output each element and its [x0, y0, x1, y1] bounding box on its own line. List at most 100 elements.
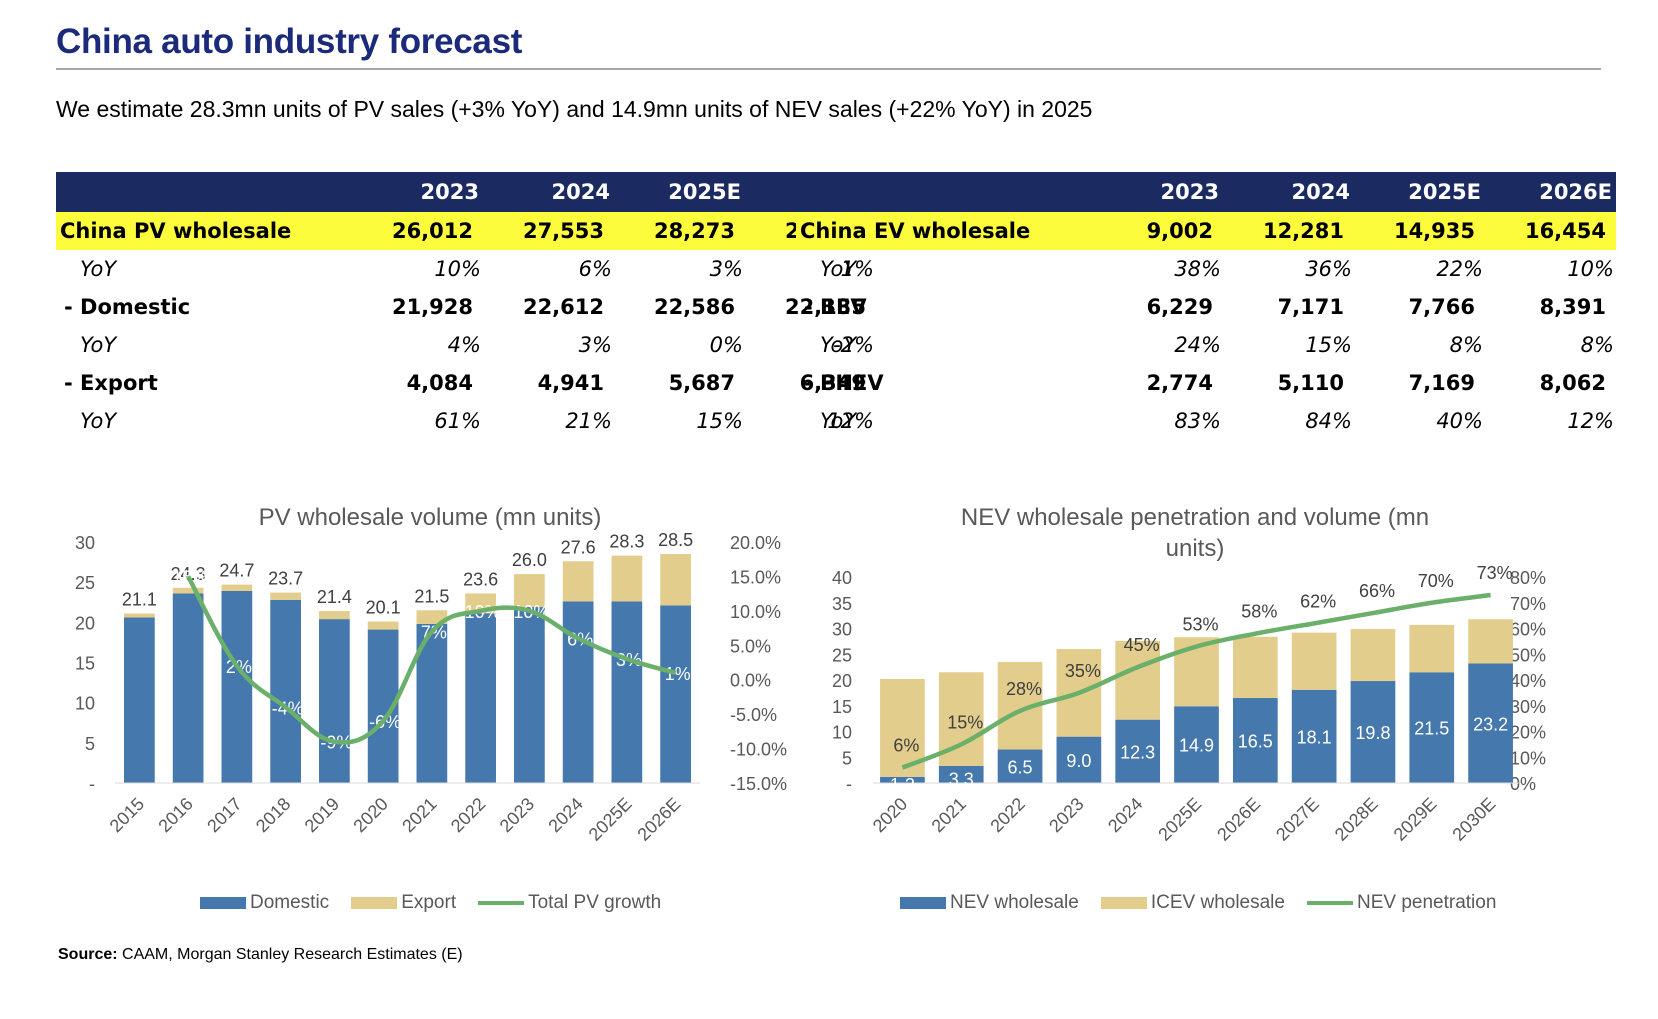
nev-volume-label: 23.2: [1473, 714, 1508, 734]
nev-volume-label: 18.1: [1297, 727, 1332, 747]
legend-export-label: Export: [401, 892, 457, 913]
pv-table-cell: 22,586: [653, 295, 735, 319]
nev-x-tick: 2021: [928, 794, 970, 836]
legend-nev-wholesale: NEV wholesale: [900, 892, 1079, 914]
nev-chart-legend: NEV wholesale ICEV wholesale NEV penetra…: [900, 892, 1518, 914]
pv-total-label: 28.3: [609, 532, 644, 552]
ev-table-cell: 15%: [1305, 333, 1352, 357]
pv-table-row: YoY 10% 6% 3% 1%: [56, 250, 876, 288]
pv-table-cell: -2%: [833, 333, 874, 357]
legend-nev-penetration-label: NEV penetration: [1356, 892, 1497, 913]
pv-table-header-col-2: 2024: [483, 172, 614, 212]
nev-bar-nev-wholesale: [880, 776, 925, 783]
nev-volume-label: 19.8: [1355, 723, 1390, 743]
page-title: China auto industry forecast: [56, 22, 523, 61]
pv-table-row: YoY 4% 3% 0% -2%: [56, 326, 876, 364]
nev-x-tick: 2020: [869, 794, 911, 836]
legend-nev-wholesale-label: NEV wholesale: [950, 892, 1079, 913]
pv-bar-domestic: [319, 619, 350, 783]
ev-table-cell: 12%: [1567, 409, 1614, 433]
nev-penetration-label: 53%: [1182, 615, 1218, 635]
legend-pv-growth-label: Total PV growth: [528, 892, 662, 913]
penetration-line-swatch: [1306, 901, 1353, 905]
pv-table-cell: 3%: [578, 333, 612, 357]
pv-bar-domestic: [221, 591, 253, 783]
pv-bar-domestic: [611, 601, 643, 783]
nev-bar-nev-wholesale: [1115, 719, 1161, 783]
pv-total-label: 26.0: [512, 550, 547, 570]
title-divider: [56, 68, 1601, 70]
nev-y-left-tick: 10: [832, 723, 852, 743]
pv-x-tick: 2020: [349, 794, 391, 836]
ev-table-cell: 7,169: [1408, 371, 1475, 395]
legend-domestic: Domestic: [200, 892, 329, 914]
nev-y-right-tick: 0%: [1510, 774, 1536, 794]
source-label: Source:: [58, 946, 118, 963]
pv-total-label: 24.3: [171, 564, 206, 584]
pv-x-tick: 2022: [447, 794, 489, 836]
nev-volume-label: 6.5: [1008, 757, 1033, 777]
pv-table-cell: 12%: [827, 409, 874, 433]
pv-x-tick: 2016: [154, 794, 196, 836]
nev-bar-nev-wholesale: [1291, 689, 1337, 783]
ev-table-header-col-3: 2025E: [1354, 172, 1485, 212]
nev-y-right-tick: 80%: [1510, 568, 1546, 588]
ev-table-row-label: China EV wholesale: [796, 212, 1092, 250]
pv-y-left-tick: 15: [75, 654, 95, 674]
nev-y-left-tick: 20: [832, 671, 852, 691]
nev-y-right-tick: 20%: [1510, 723, 1546, 743]
nev-bar-nev-wholesale: [1409, 672, 1455, 783]
pv-growth-label: 1%: [665, 664, 691, 684]
nev-y-left-tick: 5: [842, 748, 852, 768]
nev-bar-icev-wholesale: [1232, 636, 1278, 699]
pv-y-right-tick: 15.0%: [730, 567, 781, 587]
pv-y-right-tick: -5.0%: [730, 705, 777, 725]
nev-y-right-tick: 50%: [1510, 645, 1546, 665]
legend-pv-growth: Total PV growth: [478, 892, 661, 914]
pv-total-label: 23.7: [268, 569, 303, 589]
nev-penetration-label: 35%: [1065, 661, 1101, 681]
ev-table-cell: 84%: [1305, 409, 1352, 433]
pv-table-cell: 4,941: [537, 371, 604, 395]
pv-bar-export: [172, 587, 204, 594]
pv-y-left-tick: 5: [85, 734, 95, 754]
ev-table-row: YoY 83% 84% 40% 12%: [796, 402, 1616, 440]
ev-table-cell: 7,766: [1408, 295, 1475, 319]
pv-total-label: 21.5: [414, 586, 449, 606]
pv-total-label: 21.1: [122, 589, 157, 609]
nev-bar-nev-wholesale: [997, 749, 1043, 783]
pv-bar-domestic: [124, 617, 155, 783]
nev-bar-icev-wholesale: [1468, 619, 1513, 664]
nev-bar-nev-wholesale: [1350, 681, 1396, 783]
ev-table-cell: 12,281: [1223, 212, 1354, 250]
ev-table-cell: 22%: [1436, 257, 1483, 281]
nev-y-left-tick: 15: [832, 697, 852, 717]
nev-x-tick: 2025E: [1154, 794, 1205, 845]
nev-bar-nev-wholesale: [1232, 698, 1278, 783]
ev-table-row-label: YoY: [820, 333, 857, 357]
ev-table-row: YoY 38% 36% 22% 10%: [796, 250, 1616, 288]
ev-table-cell: 8%: [1580, 333, 1614, 357]
nev-penetration-label: 15%: [947, 712, 983, 732]
ev-table-cell: 83%: [1174, 409, 1221, 433]
pv-table-cell: 4%: [447, 333, 481, 357]
ev-table-row-label: YoY: [820, 257, 857, 281]
pv-y-right-tick: -15.0%: [730, 774, 787, 794]
nev-swatch: [900, 897, 946, 909]
ev-table-cell: 14,935: [1354, 212, 1485, 250]
pv-y-right-tick: 0.0%: [730, 671, 771, 691]
pv-table-header-col-3: 2025E: [614, 172, 745, 212]
ev-table-cell: 6,229: [1146, 295, 1213, 319]
nev-volume-label: 3.3: [949, 770, 974, 790]
nev-x-tick: 2029E: [1390, 794, 1441, 845]
legend-domestic-label: Domestic: [250, 892, 330, 913]
ev-table-row-label: - PHEV: [804, 371, 884, 395]
ev-table-header-col-4: 2026E: [1485, 172, 1616, 212]
pv-bar-export: [270, 592, 301, 600]
pv-table-cell: 21%: [565, 409, 612, 433]
nev-x-tick: 2028E: [1331, 794, 1382, 845]
pv-table-row-label: YoY: [80, 257, 117, 281]
pv-chart-title: PV wholesale volume (mn units): [258, 504, 602, 531]
pv-total-label: 21.4: [317, 587, 352, 607]
